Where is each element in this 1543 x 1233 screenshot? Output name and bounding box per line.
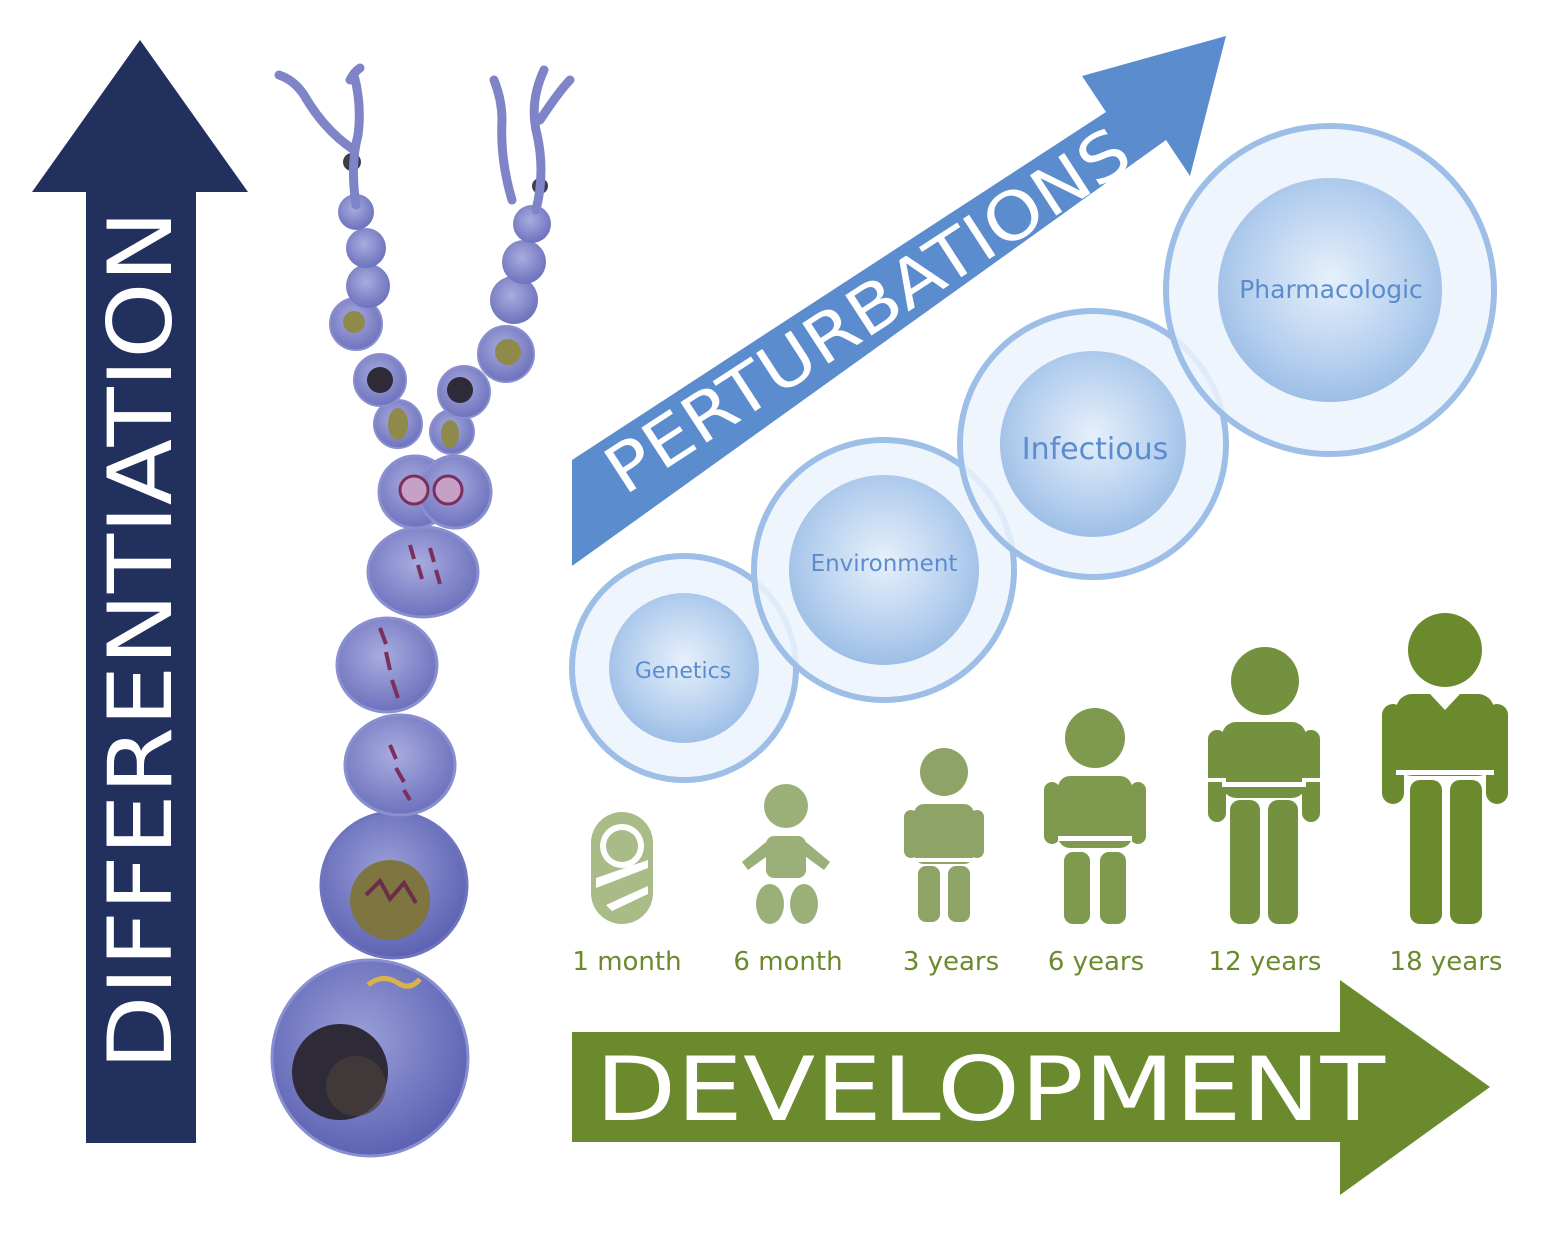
- factor-infectious: Infectious: [957, 308, 1229, 580]
- age-label-1-month: 1 month: [572, 947, 681, 977]
- factor-environment: Environment: [751, 437, 1017, 703]
- development-arrow: DEVELOPMENT: [572, 980, 1490, 1195]
- factor-genetics-label: Genetics: [635, 659, 731, 684]
- age-label-12-years: 12 years: [1209, 947, 1322, 977]
- age-label-18-years: 18 years: [1390, 947, 1503, 977]
- adolescent-icon: [1208, 647, 1320, 924]
- development-arrow-shape: [572, 980, 1490, 1195]
- age-progression: 1 month 6 month 3 years 6 years 12 years…: [572, 613, 1508, 977]
- toddler-icon: [904, 748, 984, 922]
- perturbations-arrow-shape: [572, 36, 1226, 566]
- swaddled-infant-icon: [591, 812, 653, 924]
- cell-lineage-illustration: [270, 63, 575, 1158]
- development-label: DEVELOPMENT: [595, 1038, 1386, 1141]
- factor-pharmacologic: Pharmacologic: [1163, 123, 1497, 457]
- factor-pharmacologic-label: Pharmacologic: [1239, 275, 1423, 304]
- age-label-6-month: 6 month: [733, 947, 842, 977]
- differentiation-arrow: DIFFERENTIATION: [32, 40, 248, 1143]
- age-label-6-years: 6 years: [1048, 947, 1144, 977]
- factor-infectious-label: Infectious: [1022, 432, 1168, 467]
- differentiation-label: DIFFERENTIATION: [89, 210, 192, 1070]
- adult-icon: [1382, 613, 1508, 924]
- child-icon: [1044, 708, 1146, 924]
- factor-environment-label: Environment: [811, 551, 958, 577]
- age-label-3-years: 3 years: [903, 947, 999, 977]
- differentiation-arrow-shape: [32, 40, 248, 1143]
- crawling-baby-icon: [742, 784, 830, 924]
- factor-genetics: Genetics: [569, 553, 799, 783]
- perturbation-factors: Genetics Environment Infectious Pharmaco…: [569, 123, 1497, 783]
